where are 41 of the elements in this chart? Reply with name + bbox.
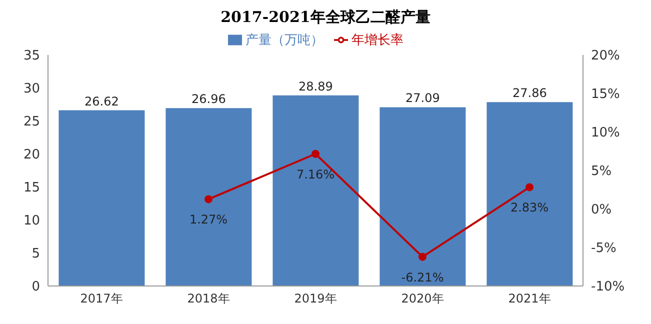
data-label: 7.16% [296, 167, 335, 182]
y2-tick-label: -10% [591, 280, 625, 295]
y-tick-label: 25 [23, 114, 40, 130]
bar [166, 108, 252, 286]
y2-tick-label: 20% [591, 48, 620, 64]
y-tick-label: 35 [23, 48, 40, 64]
data-label: 27.09 [406, 91, 440, 106]
y-tick-label: 15 [23, 180, 40, 196]
x-tick-label: 2018年 [187, 292, 230, 306]
point [418, 252, 426, 261]
y2-tick-label: -5% [591, 241, 616, 256]
bar [272, 95, 359, 286]
y-tick-label: 0 [32, 280, 40, 295]
y2-tick-label: 10% [591, 126, 620, 141]
bar [486, 102, 573, 286]
point [526, 183, 534, 192]
x-tick-label: 2020年 [401, 292, 444, 306]
y-tick-label: 30 [23, 82, 40, 97]
legend-label: 产量（万吨） [246, 33, 324, 48]
data-label: 26.96 [192, 92, 226, 106]
data-label: 26.62 [84, 94, 119, 108]
chart-title: 2017-2021年全球乙二醛产量 [220, 8, 432, 27]
data-label: -6.21% [401, 270, 444, 284]
y-tick-label: 20 [23, 148, 40, 163]
point [204, 195, 212, 204]
legend-label: 年增长率 [352, 33, 404, 48]
data-label: 2.83% [510, 200, 549, 215]
point [312, 150, 320, 158]
data-label: 27.86 [512, 86, 547, 100]
x-tick-label: 2021年 [508, 292, 551, 306]
x-tick-label: 2017年 [80, 292, 123, 306]
bar [58, 110, 145, 286]
x-tick-label: 2019年 [294, 292, 337, 306]
y2-tick-label: 0% [591, 202, 612, 218]
data-label: 28.89 [298, 79, 333, 94]
y2-tick-label: 15% [591, 87, 620, 102]
y-tick-label: 10 [23, 214, 40, 229]
bar [380, 107, 466, 286]
y2-tick-label: 5% [591, 164, 612, 180]
data-label: 1.27% [189, 212, 228, 227]
y-tick-label: 5 [32, 246, 40, 262]
